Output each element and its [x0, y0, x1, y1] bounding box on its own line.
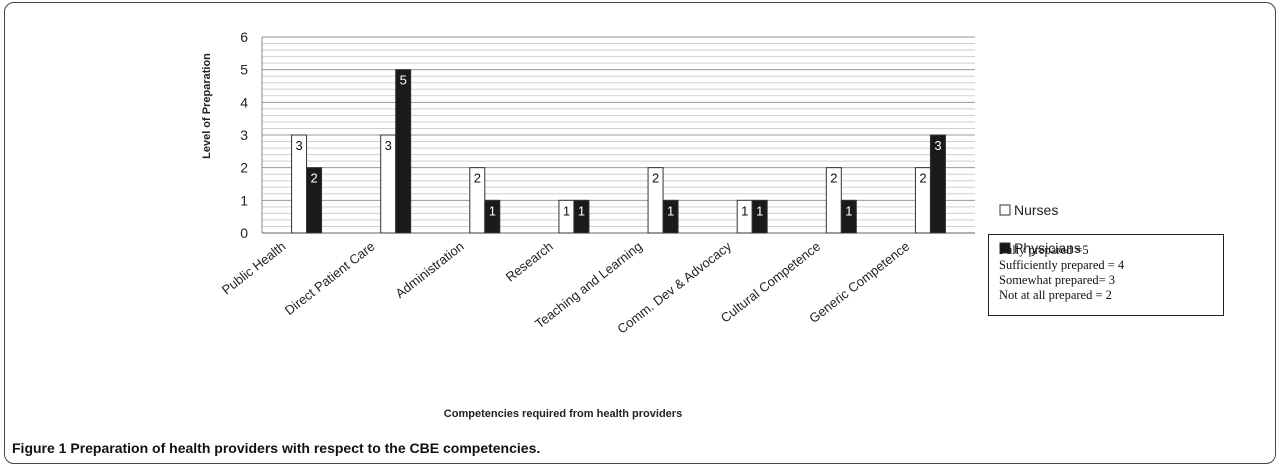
bar-value-label: 1: [489, 203, 496, 218]
physicians-bar: [573, 199, 590, 234]
bar-value-label: 1: [578, 203, 585, 218]
legend-label: Nurses: [1014, 202, 1058, 218]
bar-value-label: 1: [563, 203, 570, 218]
bar-value-label: 5: [400, 73, 407, 88]
y-tick-label: 0: [240, 225, 248, 241]
bar-value-label: 1: [845, 203, 852, 218]
y-tick-label: 4: [240, 94, 248, 110]
x-tick-label: Research: [503, 239, 556, 285]
physicians-bar: [840, 199, 857, 234]
physicians-bar: [751, 199, 768, 234]
y-axis-label: Level of Preparation: [201, 53, 213, 159]
x-tick-label: Administration: [393, 239, 467, 302]
physicians-bar: [306, 167, 323, 234]
y-tick-label: 5: [240, 62, 248, 78]
legend: Nurses Physicians: [999, 202, 1081, 256]
grid-lines: [261, 36, 975, 234]
bar-value-label: 1: [667, 203, 674, 218]
bar-value-label: 2: [830, 171, 837, 186]
x-tick-label: Direct Patient Care: [282, 239, 378, 318]
scale-note-line: Somewhat prepared= 3: [999, 273, 1116, 287]
bar-value-label: 2: [919, 171, 926, 186]
legend-swatch: [999, 204, 1011, 216]
legend-swatch: [999, 242, 1011, 254]
bar-value-label: 3: [385, 138, 392, 153]
scale-note-line: Fully prepared =5: [999, 243, 1089, 257]
physicians-bar: [929, 134, 946, 234]
y-axis-ticks: 0 1 2 3 4 5 6: [240, 29, 248, 241]
scale-note-box: Fully prepared =5 Sufficiently prepared …: [988, 234, 1224, 316]
bar-value-label: 2: [652, 171, 659, 186]
x-axis-label: Competencies required from health provid…: [444, 408, 682, 420]
physicians-bar: [484, 199, 501, 234]
x-tick-label: Public Health: [219, 239, 289, 298]
physicians-bar: [662, 199, 679, 234]
y-tick-label: 6: [240, 29, 248, 45]
bar-value-label: 3: [295, 138, 302, 153]
bar-value-label: 2: [310, 171, 317, 186]
scale-note-line: Not at all prepared = 2: [999, 288, 1112, 302]
physicians-bar: [395, 69, 412, 234]
bar-value-label: 2: [474, 171, 481, 186]
scale-note-line: Sufficiently prepared = 4: [999, 258, 1125, 272]
figure-caption: Figure 1 Preparation of health providers…: [12, 440, 540, 456]
y-tick-label: 2: [240, 160, 248, 176]
figure-frame: [4, 2, 1276, 464]
bars: [291, 69, 946, 234]
bar-value-label: 3: [934, 138, 941, 153]
bar-value-label: 1: [756, 203, 763, 218]
y-tick-label: 1: [240, 192, 248, 208]
figure-caption-text: Preparation of health providers with res…: [70, 440, 541, 456]
figure-label: Figure 1: [12, 440, 67, 456]
bar-value-label: 1: [741, 203, 748, 218]
y-tick-label: 3: [240, 127, 248, 143]
legend-label: Physicians: [1014, 240, 1081, 256]
x-tick-label: Generic Competence: [806, 239, 912, 326]
